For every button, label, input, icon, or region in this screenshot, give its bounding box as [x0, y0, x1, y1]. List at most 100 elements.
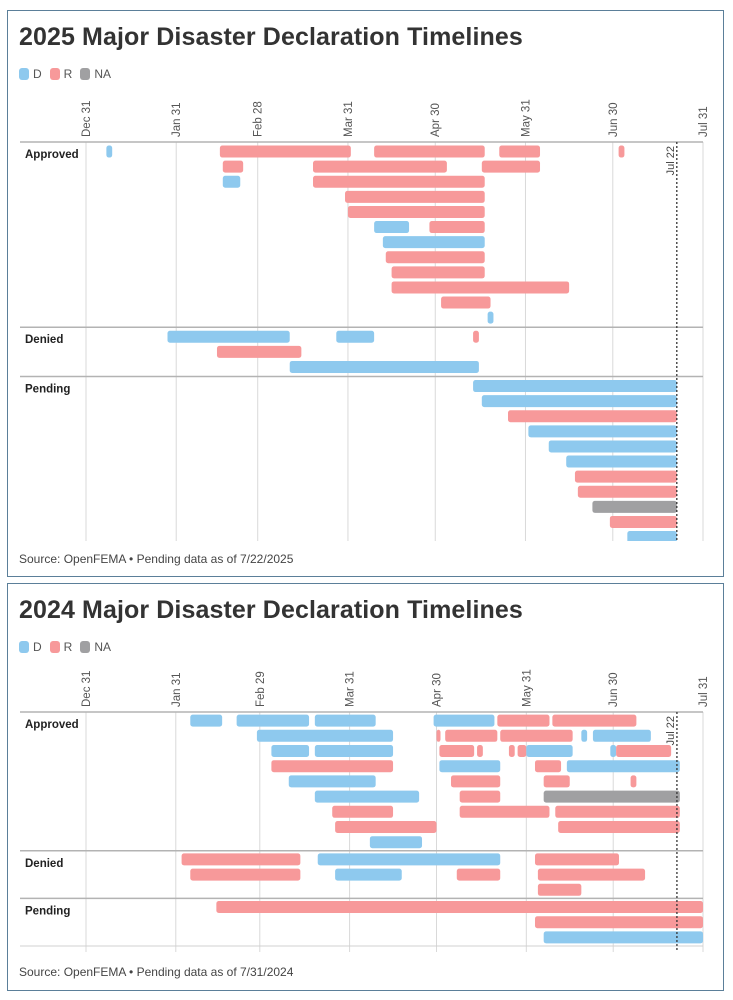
chart-legend: D R NA	[19, 67, 111, 81]
timeline-bar-r	[477, 745, 483, 757]
legend-item-d: D	[19, 67, 42, 81]
timeline-bar-d	[566, 760, 680, 773]
timeline-bar-d	[581, 729, 588, 742]
chart-legend: D R NA	[19, 640, 111, 654]
timeline-bar-r	[374, 145, 485, 158]
x-tick-label: Dec 31	[81, 101, 93, 137]
timeline-bar-r	[445, 729, 498, 742]
timeline-chart-2024: Dec 31 Jan 31 Feb 29 Mar 31 Apr 30 May 31 Jun …	[20, 669, 710, 952]
timeline-bar-d	[271, 745, 310, 757]
timeline-bar-d	[548, 440, 677, 453]
timeline-bar-na	[592, 500, 677, 513]
group-label: Approved	[25, 719, 79, 731]
legend-swatch-d	[19, 68, 29, 80]
timeline-bar-d	[543, 931, 703, 944]
marker-label: Jul 22	[665, 716, 677, 745]
timeline-bar-r	[271, 760, 394, 773]
timeline-bar-d	[314, 745, 394, 757]
timeline-bar-d	[566, 455, 677, 468]
timeline-bar-d	[288, 775, 376, 788]
x-tick-label: Feb 29	[255, 671, 267, 707]
legend-label-r: R	[63, 67, 73, 81]
legend-swatch-r	[49, 68, 60, 80]
x-tick-label: Jul 31	[698, 676, 710, 707]
x-tick-label: May 31	[520, 99, 532, 137]
timeline-bar-d	[236, 714, 310, 727]
x-tick-label: Jul 31	[698, 106, 710, 137]
timeline-bar-d	[487, 311, 494, 324]
timeline-bar-r	[219, 145, 351, 158]
timeline-bar-d	[335, 868, 402, 881]
legend-item-na: NA	[80, 640, 111, 654]
timeline-bar-r	[508, 410, 677, 423]
timeline-bar-r	[335, 821, 437, 833]
legend-label-r: R	[63, 640, 73, 654]
x-tick-label: Apr 30	[430, 103, 442, 137]
timeline-bar-d	[439, 760, 501, 773]
timeline-bar-r	[618, 145, 625, 158]
timeline-bar-d	[190, 714, 223, 727]
timeline-bar-r	[555, 805, 680, 818]
timeline-bar-d	[627, 531, 677, 541]
chart-panel-2025: 2025 Major Disaster Declaration Timeline…	[7, 10, 724, 577]
group-label: Pending	[25, 384, 70, 396]
timeline-bar-r	[222, 160, 244, 173]
timeline-bar-r	[577, 485, 677, 498]
group-label: Denied	[25, 334, 63, 346]
timeline-bar-r	[616, 745, 672, 757]
timeline-bar-r	[313, 160, 447, 173]
timeline-bar-d	[526, 745, 573, 757]
timeline-bar-r	[609, 515, 677, 528]
timeline-chart-2025: Dec 31 Jan 31 Feb 28 Mar 31 Apr 30 May 31 Jun …	[20, 99, 710, 541]
timeline-bar-r	[391, 281, 570, 294]
legend-swatch-r	[49, 641, 60, 653]
timeline-bar-d	[473, 380, 677, 393]
x-tick-label: Mar 31	[343, 101, 355, 137]
timeline-bar-r	[347, 205, 485, 218]
x-tick-label: Jun 30	[608, 102, 620, 137]
timeline-bar-r	[216, 345, 302, 358]
timeline-bar-r	[497, 714, 550, 727]
timeline-bar-r	[216, 901, 703, 913]
timeline-bar-d	[481, 395, 677, 408]
x-tick-label: Feb 28	[253, 101, 265, 137]
group-label: Denied	[25, 858, 63, 870]
timeline-bar-d	[314, 714, 376, 727]
legend-swatch-d	[19, 641, 29, 653]
legend-item-r: R	[49, 67, 73, 81]
timeline-bar-d	[222, 175, 241, 188]
marker-label: Jul 22	[665, 146, 677, 175]
timeline-bar-r	[429, 221, 485, 234]
chart-source: Source: OpenFEMA • Pending data as of 7/…	[19, 965, 294, 979]
timeline-bar-r	[456, 868, 501, 881]
x-tick-label: Jun 30	[608, 672, 620, 707]
timeline-bar-r	[345, 190, 485, 203]
timeline-bar-d	[610, 745, 617, 757]
timeline-bar-r	[459, 805, 550, 818]
timeline-bar-d	[382, 236, 485, 249]
chart-title: 2025 Major Disaster Declaration Timeline…	[19, 23, 523, 51]
timeline-bar-d	[289, 360, 479, 373]
legend-label-d: D	[33, 640, 42, 654]
timeline-bar-r	[534, 916, 703, 929]
timeline-bar-r	[481, 160, 541, 173]
timeline-bar-d	[592, 729, 651, 742]
x-tick-label: Mar 31	[345, 671, 357, 707]
timeline-bar-r	[473, 330, 479, 343]
timeline-bar-r	[558, 821, 680, 833]
timeline-bar-d	[317, 853, 501, 866]
timeline-bar-r	[439, 745, 475, 757]
legend-label-na: NA	[94, 67, 112, 81]
timeline-bar-r	[385, 251, 485, 264]
timeline-bar-r	[537, 868, 646, 881]
chart-panel-2024: 2024 Major Disaster Declaration Timeline…	[7, 583, 724, 991]
timeline-bar-d	[256, 729, 394, 742]
group-label: Pending	[25, 905, 70, 917]
timeline-bar-r	[313, 175, 485, 188]
timeline-bar-r	[500, 729, 573, 742]
timeline-bar-r	[441, 296, 491, 309]
timeline-bar-d	[433, 714, 495, 727]
timeline-bar-r	[552, 714, 637, 727]
x-tick-label: Apr 30	[432, 673, 444, 707]
timeline-bar-d	[369, 836, 423, 849]
